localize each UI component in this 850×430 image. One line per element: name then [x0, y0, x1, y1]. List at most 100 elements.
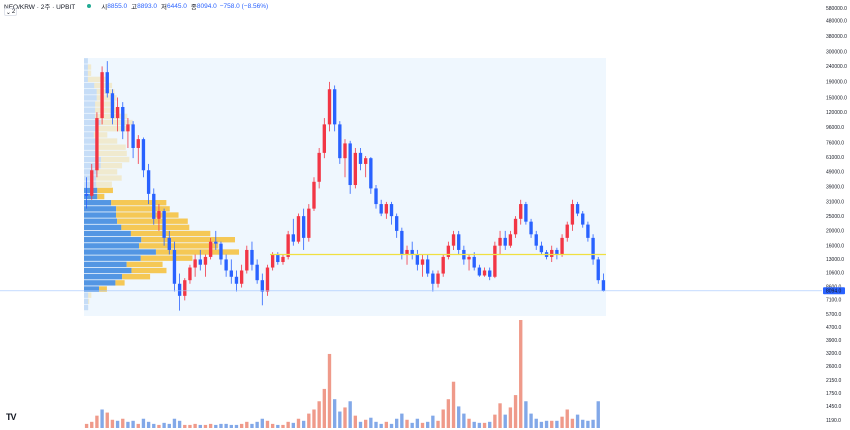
volume-bar — [343, 407, 347, 428]
candle-body — [513, 218, 518, 235]
profile-row-up — [140, 255, 193, 261]
profile-row-up — [93, 132, 108, 138]
volume-bar — [436, 420, 440, 428]
price-tick-label: 300000.0 — [826, 49, 847, 55]
candle-body — [193, 259, 197, 268]
price-tick-label: 240000.0 — [826, 64, 847, 70]
candle-body — [581, 213, 585, 225]
candle-body — [307, 208, 311, 238]
volume-tick-label: 1450.0 — [826, 404, 842, 410]
profile-row-down — [84, 218, 118, 224]
volume-bar — [296, 418, 301, 428]
profile-row-down — [84, 119, 101, 126]
candle-body — [214, 241, 218, 244]
candle-body — [431, 273, 435, 284]
profile-row-up — [100, 163, 123, 169]
price-axis[interactable]: 580000.0 480000.0 380000.0 300000.0 240000.0… — [823, 6, 847, 318]
candle-body — [312, 181, 316, 209]
profile-row-up — [96, 95, 117, 101]
volume-bar — [146, 421, 151, 428]
volume-bar — [596, 401, 600, 428]
volume-bar — [524, 401, 528, 428]
volume-bar — [317, 401, 321, 428]
volume-bar — [152, 423, 156, 428]
candlesticks — [84, 61, 606, 311]
price-tick-label: 10600.0 — [826, 271, 844, 277]
volume-bar — [208, 423, 213, 428]
profile-row-down — [84, 212, 117, 218]
candle-body — [110, 93, 115, 119]
candle-body — [570, 204, 575, 225]
volume-bar — [451, 381, 456, 428]
candle-body — [260, 280, 264, 292]
profile-row-up — [99, 286, 107, 292]
volume-bar — [291, 422, 295, 428]
profile-range-box — [84, 58, 606, 316]
open-value: 8855.0 — [107, 2, 128, 10]
price-tick-label: 190000.0 — [826, 80, 847, 86]
candle-body — [203, 256, 208, 265]
volume-bar — [167, 423, 171, 428]
candle-body — [332, 89, 337, 125]
tradingview-logo[interactable]: TV — [6, 412, 16, 422]
price-tick-label: 580000.0 — [826, 6, 847, 12]
volume-bar — [472, 421, 476, 428]
profile-row-down — [84, 64, 88, 70]
candle-body — [498, 237, 502, 246]
volume-bar — [400, 413, 404, 428]
candle-body — [95, 118, 99, 171]
profile-row-down — [84, 82, 95, 89]
profile-row-up — [87, 76, 106, 83]
price-tick-label: 31000.0 — [826, 200, 844, 206]
profile-row-down — [84, 58, 88, 64]
volume-axis[interactable]: 4700.0 3900.0 3200.0 2600.0 2150.0 1750.0 1450… — [826, 325, 842, 424]
volume-bar — [539, 421, 544, 428]
profile-row-down — [84, 237, 142, 243]
volume-bar — [245, 421, 249, 428]
profile-row-down — [84, 144, 99, 150]
profile-row-up — [116, 206, 170, 212]
high-value: 8893.0 — [137, 2, 157, 10]
candle-body — [136, 139, 140, 148]
volume-bar — [446, 399, 451, 428]
symbol-title[interactable]: NEO/KRW · 2주 · UPBIT — [4, 4, 76, 11]
volume-bar — [95, 415, 99, 428]
volume-bar — [534, 418, 538, 428]
price-tick-label: 25000.0 — [826, 214, 844, 220]
candle-body — [363, 158, 368, 164]
candle-body — [84, 193, 89, 196]
volume-bar — [338, 411, 342, 428]
volume-bar — [115, 420, 120, 428]
profile-row-up — [96, 175, 122, 181]
profile-row-up — [95, 107, 117, 113]
price-tick-label: 5700.0 — [826, 312, 842, 318]
candle-body — [270, 254, 275, 268]
candle-body — [405, 249, 409, 255]
candle-body — [327, 89, 332, 125]
profile-row-down — [84, 249, 156, 255]
profile-row-up — [95, 101, 116, 107]
volume-bar — [462, 413, 466, 428]
volume-bar — [575, 414, 580, 428]
volume-tick-label: 2600.0 — [826, 364, 842, 370]
candle-body — [586, 224, 590, 238]
volume-bar — [348, 401, 352, 428]
volume-bar — [188, 424, 192, 428]
volume-bar — [389, 423, 394, 428]
volume-profile-background — [84, 58, 606, 316]
candle-body — [529, 221, 533, 235]
profile-row-up — [97, 193, 105, 200]
volume-bar — [312, 409, 316, 428]
candle-body — [457, 234, 461, 250]
profile-row-up — [97, 169, 118, 175]
candle-body — [477, 267, 482, 276]
candle-body — [131, 124, 135, 148]
price-tick-label: 150000.0 — [826, 95, 847, 101]
candle-body — [219, 243, 223, 260]
volume-bar — [141, 418, 146, 428]
volume-bar — [374, 421, 378, 428]
volume-bar — [126, 421, 130, 428]
collapse-indicators-button[interactable]: ⌄ 2 — [4, 8, 17, 16]
volume-bar — [239, 423, 244, 428]
